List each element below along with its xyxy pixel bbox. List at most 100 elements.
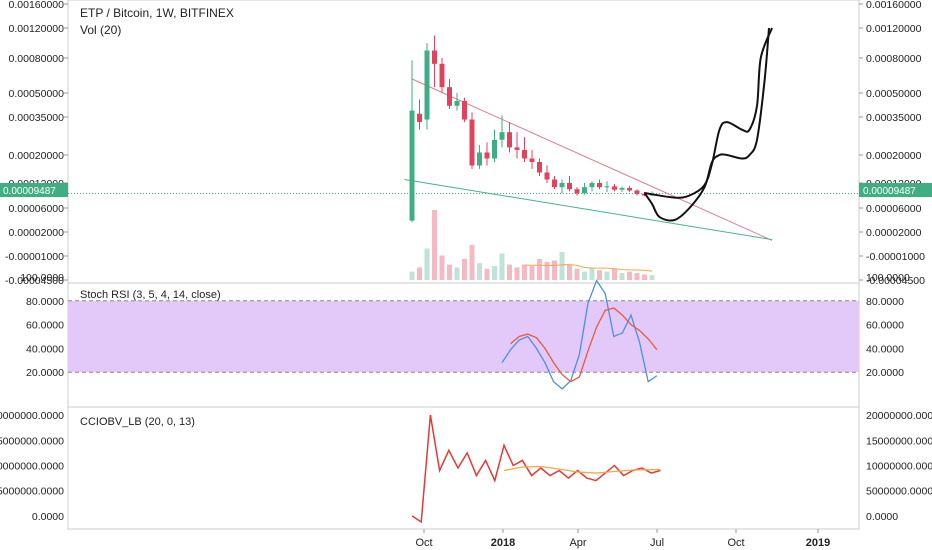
volume-bar: [612, 268, 617, 280]
main-y-axis-left: 0.00160000 0.00120000 0.00080000 0.00050000…: [5, 0, 68, 287]
y-tick-label: 60.0000: [26, 320, 64, 332]
candle-body: [544, 172, 550, 180]
y-tick-label: 0.00120000: [9, 23, 65, 35]
support-trendline: [404, 179, 773, 241]
y-tick-label: -0.00004500: [866, 275, 925, 287]
volume-bar: [484, 268, 490, 280]
candle-body: [447, 87, 452, 106]
y-tick-label: 0.0000: [866, 511, 898, 523]
y-tick-label: 0.00080000: [866, 53, 922, 65]
stoch-k-line: [501, 279, 658, 390]
candle-body: [424, 50, 430, 120]
volume-bar: [552, 260, 557, 280]
volume-bar: [507, 264, 512, 280]
volume-bar: [642, 274, 647, 280]
x-tick-label: 2019: [806, 537, 830, 549]
candle-body: [589, 183, 595, 188]
volume-bar: [529, 266, 535, 280]
y-tick-label: -0.00004500: [5, 275, 64, 287]
cci-title: CCIOBV_LB (20, 0, 13): [80, 416, 195, 428]
candle-body: [597, 183, 602, 188]
candle-body: [522, 149, 527, 159]
volume-bar: [649, 275, 655, 280]
candle-body: [552, 179, 557, 188]
y-tick-label: -0.00001000: [5, 251, 64, 263]
main-y-axis-right: 0.00160000 0.00120000 0.00080000 0.00050000…: [859, 0, 925, 287]
y-tick-label: 0.00002000: [9, 227, 65, 239]
y-tick-label: 0.00002000: [866, 227, 922, 239]
y-tick-label: 100.0000: [866, 272, 910, 284]
cci-y-axis-left: 20000000.0000 15000000.0000 10000000.0000 5…: [0, 410, 64, 523]
y-tick-label: -0.00001000: [866, 251, 925, 263]
candle-body: [454, 101, 460, 106]
candle-body: [477, 152, 482, 166]
y-tick-label: 0.00006000: [9, 203, 65, 215]
candle-body: [514, 147, 520, 150]
volume-bar: [514, 267, 520, 280]
y-tick-label: 40.0000: [866, 343, 904, 355]
y-tick-label: 15000000.0000: [0, 435, 64, 447]
y-tick-label: 20.0000: [26, 367, 64, 379]
volume-bar: [447, 264, 452, 280]
x-tick-label: Apr: [569, 537, 586, 549]
candle-body: [604, 186, 610, 188]
y-tick-label: 5000000.0000: [866, 486, 932, 498]
stoch-rsi-pane[interactable]: 100.0000 80.0000 60.0000 40.0000 20.0000 100…: [20, 272, 910, 408]
projection-upper-line: [644, 27, 773, 199]
volume-bar: [424, 248, 430, 280]
candle-body: [417, 113, 422, 123]
x-tick-label: Jul: [650, 537, 664, 549]
volume-bar: [567, 264, 572, 280]
cciobv-pane[interactable]: 20000000.0000 15000000.0000 10000000.0000 5…: [0, 406, 932, 530]
volume-bars: [409, 210, 655, 280]
x-tick-label: 2018: [491, 537, 515, 549]
stoch-title: Stoch RSI (3, 5, 4, 14, close): [80, 289, 221, 301]
y-tick-label: 0.00020000: [9, 150, 65, 162]
volume-bar: [589, 267, 595, 280]
y-tick-label: 5000000.0000: [0, 486, 64, 498]
candle-body: [484, 152, 490, 159]
x-tick-label: Oct: [727, 537, 744, 549]
candle-body: [469, 119, 475, 166]
volume-bar: [634, 273, 640, 280]
y-tick-label: 0.00006000: [866, 203, 922, 215]
candle-body: [567, 183, 572, 190]
volume-bar: [417, 267, 422, 280]
y-tick-label: 0.00080000: [9, 53, 65, 65]
y-tick-label: 80.0000: [26, 296, 64, 308]
x-tick-label: Oct: [415, 537, 432, 549]
cciobv-signal-line: [503, 465, 661, 474]
time-axis[interactable]: Oct 2018 Apr Jul Oct 2019: [415, 529, 830, 549]
volume-bar: [409, 271, 415, 280]
volume-bar: [627, 271, 632, 280]
volume-bar: [469, 245, 475, 280]
candle-body: [627, 188, 632, 191]
volume-bar: [432, 210, 437, 280]
volume-bar: [597, 270, 602, 280]
last-price-badge-right: 0.00009487: [859, 183, 932, 197]
y-tick-label: 0.00160000: [866, 0, 922, 11]
y-tick-label: 10000000.0000: [0, 460, 64, 472]
y-tick-label: 15000000.0000: [866, 435, 932, 447]
volume-bar: [477, 263, 482, 280]
candlestick-series: [409, 35, 655, 223]
candle-body: [612, 186, 617, 190]
y-tick-label: 0.00050000: [866, 88, 922, 100]
candle-body: [462, 101, 467, 120]
candle-body: [537, 162, 542, 173]
volume-bar: [582, 271, 587, 280]
volume-bar: [559, 252, 565, 280]
y-tick-label: 20000000.0000: [0, 410, 64, 422]
y-tick-label: 0.00050000: [9, 88, 65, 100]
main-pane[interactable]: 0.00160000 0.00120000 0.00080000 0.00050000…: [0, 0, 932, 287]
y-tick-label: 0.0000: [32, 511, 64, 523]
volume-bar: [574, 268, 580, 280]
resistance-trendline: [411, 78, 773, 241]
stoch-y-axis-right: 100.0000 80.0000 60.0000 40.0000 20.0000: [866, 272, 910, 379]
y-tick-label: 0.00020000: [866, 150, 922, 162]
last-price-badge-left: 0.00009487: [0, 183, 68, 197]
stoch-overbought-oversold-band: [68, 300, 859, 373]
candle-body: [432, 50, 437, 64]
projection-lower-line: [643, 27, 770, 222]
